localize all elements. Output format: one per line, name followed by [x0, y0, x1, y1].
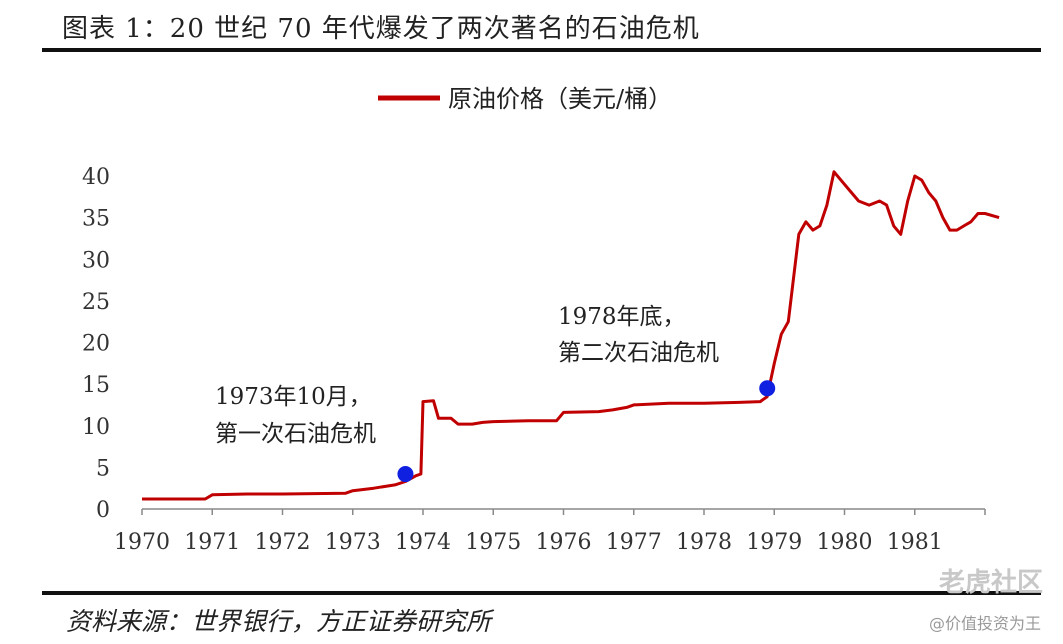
legend: 原油价格（美元/桶）: [378, 85, 672, 113]
plot-area: [142, 170, 1000, 501]
source-note: 资料来源：世界银行，方正证券研究所: [66, 607, 492, 636]
y-tick-label: 5: [96, 456, 110, 481]
annotation-line2: 第二次石油危机: [558, 340, 719, 366]
y-tick-label: 35: [82, 207, 110, 232]
x-tick-label: 1970: [114, 530, 170, 555]
x-tick-label: 1976: [536, 530, 592, 555]
y-tick-label: 25: [82, 290, 110, 315]
x-tick-label: 1974: [395, 530, 451, 555]
y-tick-label: 15: [82, 373, 110, 398]
series-line: [142, 170, 1000, 501]
top-rule: [42, 48, 1041, 52]
annotation-line2: 第一次石油危机: [215, 421, 376, 447]
y-tick-label: 40: [82, 165, 110, 190]
watermark-user: @价值投资为王: [928, 614, 1041, 633]
annotation-line1: 1978年底，: [558, 304, 686, 330]
crisis-marker: [759, 380, 776, 397]
y-tick-label: 20: [82, 332, 110, 357]
y-tick-label: 0: [96, 498, 110, 523]
chart-title: 图表 1：20 世纪 70 年代爆发了两次著名的石油危机: [62, 14, 700, 44]
bottom-rule: [42, 591, 1041, 595]
x-tick-label: 1981: [887, 530, 943, 555]
x-tick-label: 1971: [184, 530, 240, 555]
x-tick-label: 1980: [817, 530, 873, 555]
legend-label: 原油价格（美元/桶）: [448, 85, 672, 113]
x-tick-label: 1975: [465, 530, 521, 555]
y-tick-label: 10: [82, 415, 110, 440]
axes: 1970 1971 1972 1973 1974 1975 1976 1977 1978 1979…: [82, 165, 986, 555]
annotation-line1: 1973年10月，: [215, 384, 372, 410]
x-tick-label: 1972: [255, 530, 311, 555]
x-tick-label: 1973: [325, 530, 381, 555]
y-tick-label: 30: [82, 248, 110, 273]
crisis-marker: [397, 466, 414, 483]
annotations: 1973年10月， 第一次石油危机 1978年底， 第二次石油危机: [215, 304, 776, 483]
watermark-logo: 老虎社区: [938, 568, 1043, 598]
x-tick-label: 1978: [676, 530, 732, 555]
x-tick-label: 1979: [746, 530, 802, 555]
x-tick-label: 1977: [606, 530, 662, 555]
